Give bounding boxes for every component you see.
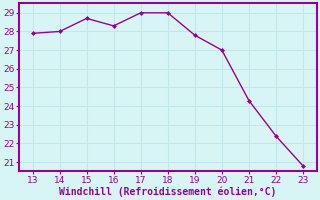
X-axis label: Windchill (Refroidissement éolien,°C): Windchill (Refroidissement éolien,°C): [59, 186, 276, 197]
